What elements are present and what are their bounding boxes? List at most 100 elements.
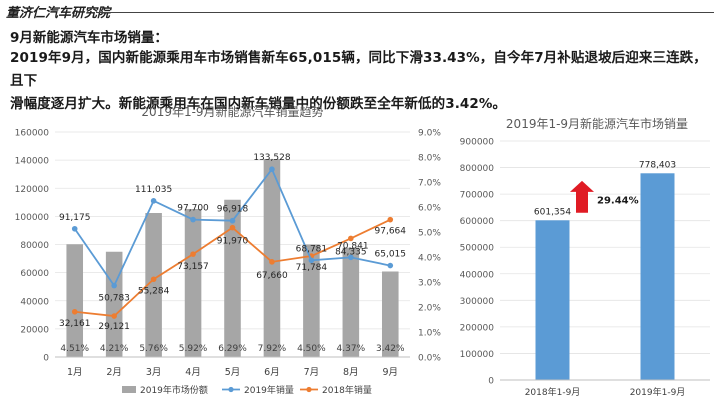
chart1-2018-label: 55,284 [138,286,170,296]
chart2-title: 2019年1-9月新能源汽车市场销量 [506,116,688,131]
chart1-2018-point [348,235,354,242]
chart1-right-tick: 8.0% [418,154,441,164]
chart1-left-tick: 100000 [15,213,50,223]
chart1-2019-label: 70,841 [337,241,369,251]
chart1-2018-label: 73,157 [177,262,209,272]
chart1-2018-point [111,313,117,319]
chart1-2019-label: 91,175 [59,213,91,223]
chart1-2018-point [387,216,394,223]
chart1-2019-point [308,257,315,264]
chart1-left-tick: 0 [43,354,49,364]
chart1-left-tick: 60000 [20,269,49,279]
chart1-2019-point [387,262,394,269]
chart1-right-tick: 9.0% [418,129,441,139]
chart1-left-tick: 160000 [15,129,50,139]
chart1-right-tick: 6.0% [418,204,441,214]
chart2-x-tick: 2019年1-9月 [630,386,686,398]
chart1-left-tick: 40000 [20,297,49,307]
chart1-2018-label: 29,121 [98,322,130,332]
chart1-2019-point [348,254,354,261]
chart1-2018-point [269,259,275,265]
chart1-right-tick: 0.0% [418,354,441,364]
chart1-left-tick: 80000 [20,241,49,251]
chart1-2019-label: 133,528 [253,153,290,163]
chart1-x-tick: 4月 [185,367,201,378]
summary-paragraph: 2019年9月，国内新能源乘用车市场销售新车65,015辆，同比下滑33.43%… [10,47,714,116]
chart1-left-tick: 140000 [15,157,50,167]
chart2-y-tick: 200000 [460,323,495,333]
chart1-share-label: 7.92% [258,344,287,354]
chart1-share-bar [184,209,202,357]
chart1-x-tick: 9月 [383,367,399,378]
chart1-2019-label: 96,918 [217,205,249,215]
chart1-2018-label: 91,970 [217,237,249,247]
chart2-bar-label: 778,403 [639,160,676,170]
chart2-growth-label: 29.44% [597,195,639,206]
chart1-share-label: 3.42% [376,344,405,354]
chart1-x-tick: 2月 [106,367,122,378]
chart1-share-label: 5.92% [179,344,208,354]
chart1-legend-label: 2019年销量 [244,384,294,396]
chart1-share-label: 4.21% [100,344,129,354]
chart1-2018-label: 32,161 [59,319,91,329]
chart1-right-tick: 2.0% [418,304,441,314]
chart1-2019-point [150,198,157,204]
chart1-share-label: 4.50% [297,344,326,354]
chart1-right-tick: 3.0% [418,279,441,289]
chart2-bar [640,173,675,380]
chart1-share-label: 6.29% [218,344,247,354]
chart1-2019-label: 65,015 [375,250,407,260]
chart1-share-bar [342,247,360,357]
chart1-left-tick: 120000 [15,185,50,195]
chart1-share-bar [381,271,399,357]
chart1-x-tick: 3月 [146,367,162,378]
header-divider [96,12,714,13]
chart1-share-bar [224,199,241,357]
chart1-right-tick: 1.0% [418,329,441,339]
chart1-legend-swatch [306,386,312,393]
chart2-y-tick: 800000 [460,164,495,174]
chart1-2018-point [71,308,78,315]
chart1-2018-label: 71,784 [296,263,328,273]
chart1-2018-label: 67,660 [256,271,288,281]
chart1-2019-label: 50,783 [98,294,130,304]
chart2-y-tick: 900000 [460,138,495,148]
chart1-right-tick: 5.0% [418,229,441,239]
chart2-y-tick: 300000 [460,297,495,307]
chart1-legend-swatch [122,386,136,393]
chart1-share-bar [66,244,84,357]
chart2-y-tick: 400000 [460,270,495,280]
chart1-share-label: 5.76% [139,344,168,354]
chart2-bar-label: 601,354 [534,207,571,217]
chart1-share-bar [145,213,162,357]
chart2-y-tick: 500000 [460,244,495,254]
chart1-2019-label: 111,035 [135,185,172,195]
chart1-legend-swatch [228,386,234,393]
chart1-2019-point [111,282,117,289]
chart1-share-bar [303,244,320,357]
chart1-2019-point [269,166,275,173]
chart2-y-tick: 700000 [460,191,495,201]
brand-title: 董济仁汽车研究院 [6,6,111,21]
chart1-x-tick: 1月 [67,367,83,378]
chart2-y-tick: 0 [488,377,494,387]
chart1-2018-point [190,251,196,257]
section-title: 9月新能源汽车市场销量： [10,30,168,46]
chart1-2018-point [150,276,157,283]
chart1-left-tick: 20000 [20,325,49,335]
chart2-y-tick: 600000 [460,217,495,227]
chart2-x-tick: 2018年1-9月 [525,386,581,398]
growth-arrow-icon [570,180,594,213]
chart1-legend-label: 2019年市场份额 [140,384,208,396]
chart1-right-tick: 7.0% [418,179,441,189]
chart1-2019-label: 68,781 [296,244,328,254]
chart1-share-bar [263,159,281,357]
chart1-legend-label: 2018年销量 [322,384,372,396]
chart1-share-label: 4.51% [60,344,89,354]
chart1-x-tick: 6月 [264,367,280,378]
chart1-2018-label: 84,335 [335,247,367,257]
chart1-2019-point [229,217,236,224]
summary-line-2: 滑幅度逐月扩大。新能源乘用车在国内新车销量中的份额跌至全年新低的3.42%。 [10,96,507,112]
chart1-share-label: 4.37% [337,344,366,354]
